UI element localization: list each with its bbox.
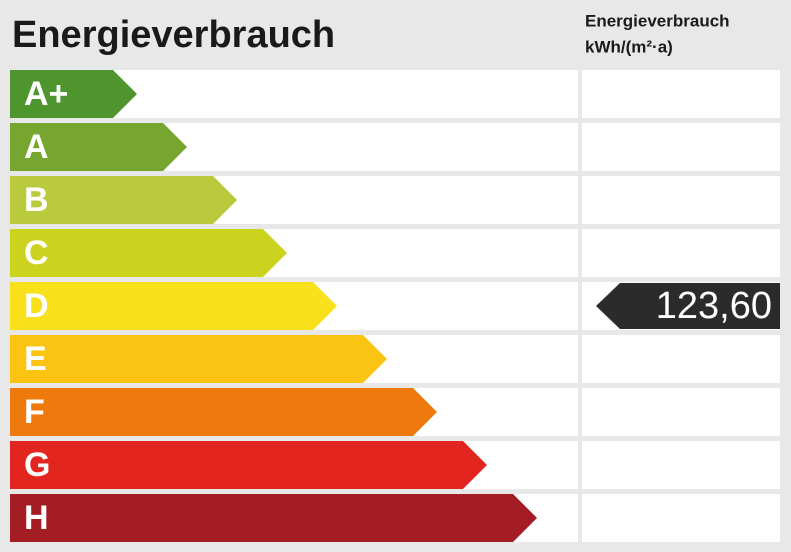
class-label: B	[24, 181, 49, 219]
class-arrow	[10, 229, 287, 277]
class-label: F	[24, 393, 45, 431]
class-arrow	[10, 176, 237, 224]
value-cell	[582, 176, 780, 224]
value-label: 123,60	[656, 285, 772, 327]
class-arrow	[10, 494, 537, 542]
class-label: C	[24, 234, 49, 272]
class-arrow	[10, 282, 337, 330]
value-cell	[582, 335, 780, 383]
value-cell	[582, 441, 780, 489]
class-label: A	[24, 128, 49, 166]
value-pointer	[596, 283, 780, 329]
value-cell	[582, 388, 780, 436]
class-label: G	[24, 446, 50, 484]
class-label: E	[24, 340, 47, 378]
class-label: H	[24, 499, 49, 537]
title: Energieverbrauch	[12, 14, 335, 56]
column-header: Energieverbrauch	[585, 11, 730, 30]
value-cell	[582, 70, 780, 118]
class-arrow	[10, 70, 137, 118]
column-header: kWh/(m²·a)	[585, 37, 673, 56]
value-cell	[582, 123, 780, 171]
class-arrow	[10, 123, 187, 171]
class-label: A+	[24, 75, 68, 113]
class-arrow	[10, 388, 437, 436]
class-arrow	[10, 441, 487, 489]
value-cell	[582, 494, 780, 542]
class-arrow	[10, 335, 387, 383]
value-cell	[582, 229, 780, 277]
class-label: D	[24, 287, 49, 325]
